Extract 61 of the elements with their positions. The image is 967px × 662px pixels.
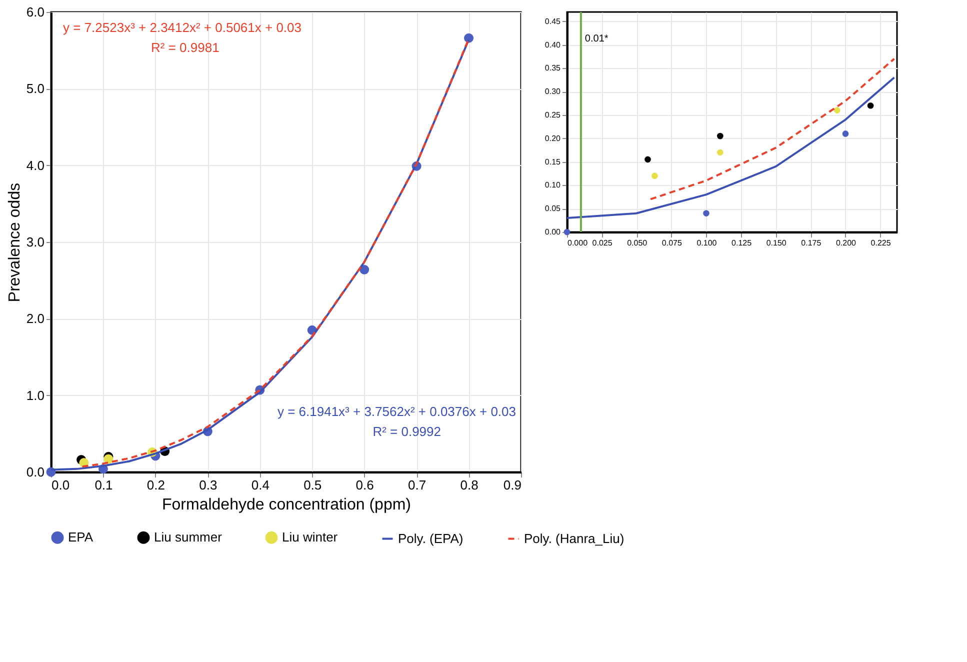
x-tick-label: 0.100 [696,238,718,248]
annotation: R² = 0.9992 [372,424,441,440]
y-tick-label: 0.45 [544,16,562,26]
point [842,130,849,137]
point [644,156,651,163]
legend-label: Poly. (EPA) [398,530,464,546]
x-tick-label: 0.4 [251,478,270,492]
legend-label: Liu winter [282,530,338,545]
point [717,149,724,156]
y-tick-label: 0.20 [544,134,562,143]
x-tick-label: 0.9 [503,478,522,492]
x-tick-label: 0.050 [627,238,648,248]
y-axis-title: Prevalence odds [6,182,24,302]
x-tick-label: 0.8 [460,478,478,492]
y-tick-label: 0.40 [544,40,562,50]
line-series [650,58,896,200]
x-tick-label: 0.025 [592,238,613,248]
point [104,454,114,464]
ref-line-label: 0.01* [584,33,608,44]
legend-label: Poly. (Hanra_Liu) [524,530,624,546]
x-tick-label: 0.0 [52,478,70,492]
annotation: y = 7.2523x³ + 2.3412x² + 0.5061x + 0.03 [63,20,302,35]
point [834,107,840,114]
x-tick-label: 0.6 [356,478,374,492]
legend-label: Liu summer [154,530,223,545]
point [717,132,724,140]
annotation: R² = 0.9981 [151,40,220,55]
x-tick-label: 0.000 [568,238,588,248]
x-tick-label: 0.175 [801,238,822,248]
legend-label: EPA [68,530,94,545]
y-tick-label: 0.35 [544,64,562,73]
point [652,172,658,179]
y-tick-label: 0.10 [544,180,562,190]
y-tick-label: 0.15 [544,157,562,166]
y-tick-label: 6.0 [26,4,44,20]
y-tick-label: 2.0 [26,311,44,326]
x-tick-label: 0.1 [94,478,113,492]
line-series [567,76,896,219]
y-tick-label: 0.30 [544,87,562,96]
point [564,228,570,236]
x-tick-label: 0.225 [870,238,892,248]
y-tick-label: 0.00 [544,228,562,236]
x-tick-label: 0.5 [304,478,322,492]
x-tick-label: 0.150 [766,238,787,248]
y-tick-label: 1.0 [26,388,44,403]
x-tick-label: 0.2 [146,478,165,492]
x-tick-label: 0.3 [199,478,218,492]
y-tick-label: 0.0 [26,464,44,480]
y-tick-label: 0.25 [544,110,562,120]
x-tick-label: 0.200 [836,238,857,248]
x-axis-title: Formaldehyde concentration (ppm) [162,496,412,514]
y-tick-label: 3.0 [26,234,44,250]
x-tick-label: 0.7 [408,478,426,492]
point [703,210,710,216]
point [867,102,874,109]
y-tick-label: 4.0 [26,158,44,173]
x-tick-label: 0.125 [732,238,752,248]
y-tick-label: 0.05 [544,204,562,214]
y-tick-label: 5.0 [26,81,44,96]
annotation: y = 6.1941x³ + 3.7562x² + 0.0376x + 0.03 [277,404,516,420]
x-tick-label: 0.075 [662,238,682,248]
